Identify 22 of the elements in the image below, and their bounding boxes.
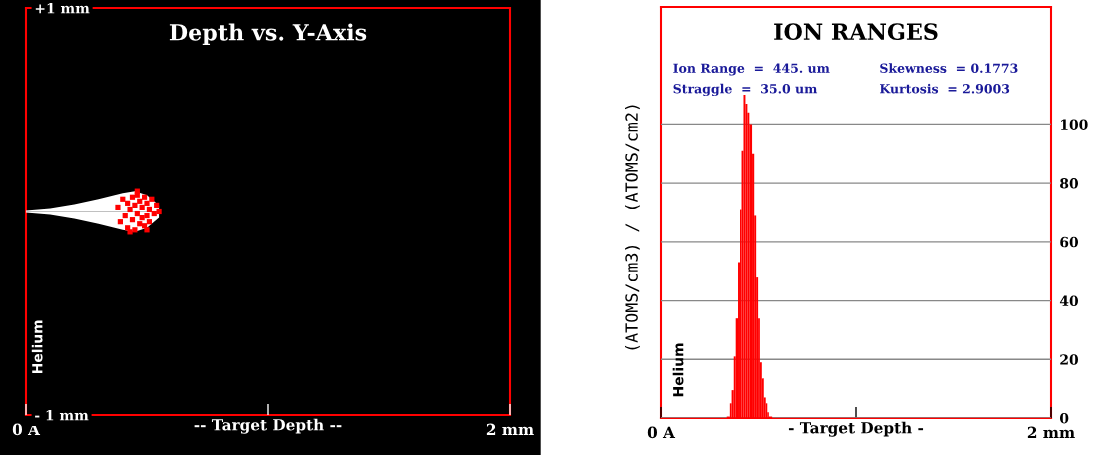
x-tick-label: 2 mm xyxy=(486,423,534,435)
annotation: Ion Range = 445. um xyxy=(673,63,830,76)
y-tick-label: 60 xyxy=(1060,236,1079,248)
annotation: Helium xyxy=(672,343,684,397)
x-axis-title: - Target Depth - xyxy=(788,421,924,437)
text: ION RANGES xyxy=(774,23,938,41)
annotation: Kurtosis = 2.9003 xyxy=(879,83,1010,94)
y-tick-label: 0 xyxy=(1059,412,1069,424)
annotation: Straggle = 35.0 um xyxy=(673,83,818,97)
text: Depth vs. Y-Axis xyxy=(169,23,367,45)
annotation: Skewness = 0.1773 xyxy=(880,63,1018,73)
y-tick-label: 100 xyxy=(1061,119,1088,130)
x-tick-label: 0 A xyxy=(647,426,676,439)
x-axis-title: -- Target Depth -- xyxy=(194,418,342,434)
y-tick-label: +1 mm xyxy=(35,2,90,14)
y-tick-label: 20 xyxy=(1060,354,1079,365)
y-axis-title: (ATOMS/cm3) / (ATOMS/cm2) xyxy=(625,105,640,350)
y-tick-label: 80 xyxy=(1060,178,1079,189)
y-tick-label: - 1 mm xyxy=(35,409,89,421)
y-tick-label: 40 xyxy=(1059,295,1079,307)
annotation: Helium xyxy=(31,320,43,374)
x-tick-label: 2 mm xyxy=(1027,426,1075,438)
